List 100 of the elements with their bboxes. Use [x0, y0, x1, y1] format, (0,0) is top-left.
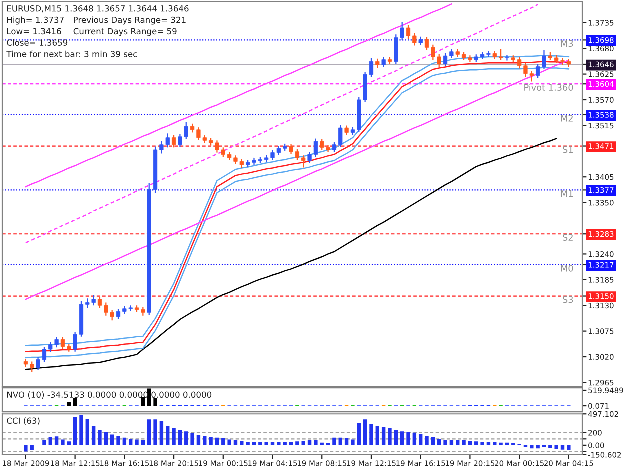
bar: [536, 445, 540, 449]
bar: [24, 445, 28, 452]
bar: [499, 442, 503, 446]
chart-title: CCI (63): [7, 418, 40, 426]
ref-line-label: S2: [563, 234, 573, 241]
candlestick: [172, 134, 176, 148]
bar: [42, 440, 46, 446]
candlestick: [314, 138, 318, 158]
bar: [148, 420, 152, 446]
bar: [135, 440, 139, 446]
candlestick: [295, 148, 300, 161]
annotation: Time for next bar: 3 min 39 sec: [6, 50, 138, 58]
bar: [67, 402, 71, 406]
bar: [363, 420, 368, 446]
annotation: Low= 1.3416: [7, 28, 62, 35]
bar: [357, 423, 361, 446]
ref-line-label: S3: [563, 296, 574, 304]
ref-line-label: M2: [561, 115, 573, 122]
candlestick: [332, 142, 337, 153]
bar: [122, 438, 127, 446]
bar: [462, 440, 466, 446]
bar: [548, 445, 552, 448]
bar: [264, 442, 268, 446]
bar: [450, 440, 454, 446]
candlestick: [30, 361, 34, 373]
bar: [80, 415, 84, 446]
ref-line-label: S1: [563, 146, 573, 154]
bar: [314, 440, 318, 446]
bar: [351, 440, 355, 446]
bar: [567, 445, 571, 450]
annotation: Current Days Range= 59: [74, 28, 177, 36]
bar: [320, 442, 324, 446]
bar: [154, 420, 158, 446]
bar: [418, 434, 423, 446]
bar: [406, 432, 410, 446]
ref-line-label: M1: [561, 190, 573, 197]
candlestick: [344, 125, 349, 136]
bar: [86, 418, 90, 446]
bar: [154, 398, 158, 406]
bar: [277, 442, 281, 446]
bar: [332, 438, 336, 446]
bar: [438, 439, 442, 446]
bar: [196, 435, 201, 446]
candlestick: [382, 56, 386, 68]
ref-line-label: Pivot 1.360: [524, 84, 574, 91]
candlestick: [60, 336, 66, 350]
bar: [67, 442, 71, 446]
bar: [30, 445, 34, 450]
candlestick: [369, 57, 374, 78]
candlestick: [308, 152, 312, 164]
bar: [141, 397, 146, 406]
bar: [505, 442, 510, 446]
candlestick: [302, 155, 306, 168]
bar: [400, 432, 404, 446]
bar: [431, 437, 436, 446]
candlestick: [518, 56, 522, 70]
bar: [141, 440, 146, 446]
bar: [234, 440, 238, 446]
bar: [203, 436, 207, 446]
bar: [184, 432, 188, 446]
bar: [104, 432, 108, 446]
bar: [370, 424, 374, 446]
candlestick: [505, 54, 510, 62]
bar: [302, 441, 306, 446]
bar: [388, 428, 392, 446]
bar: [308, 440, 312, 446]
line-series: [25, 138, 558, 370]
bar: [172, 428, 176, 446]
candlestick: [486, 50, 491, 58]
candlestick: [116, 308, 121, 320]
ref-line-label: M0: [561, 265, 574, 272]
bar: [258, 442, 262, 446]
candlestick: [289, 144, 294, 155]
chart-title: EURUSD,M15 1.3648 1.3657 1.3644 1.3646: [7, 5, 189, 13]
candlestick: [73, 332, 78, 352]
bar: [128, 439, 133, 446]
bar: [530, 445, 534, 449]
bar: [92, 426, 96, 446]
bar: [166, 426, 170, 446]
bar: [444, 440, 448, 446]
bar: [560, 445, 565, 450]
bar: [148, 388, 152, 406]
bar: [190, 433, 194, 446]
bar: [283, 442, 287, 446]
bar: [338, 438, 342, 446]
bar: [480, 442, 484, 446]
bar: [110, 434, 114, 446]
bar: [394, 430, 398, 446]
bar: [474, 442, 478, 446]
candlestick: [98, 296, 102, 309]
bar: [456, 440, 460, 446]
candlestick: [443, 52, 448, 67]
bar: [73, 398, 78, 406]
ref-line-label: M3: [561, 40, 574, 48]
bar: [296, 442, 300, 446]
bar: [61, 440, 65, 446]
annotation: Close= 1.3659: [7, 40, 68, 46]
bar: [554, 445, 558, 450]
bar: [222, 438, 226, 446]
bar: [246, 442, 250, 446]
